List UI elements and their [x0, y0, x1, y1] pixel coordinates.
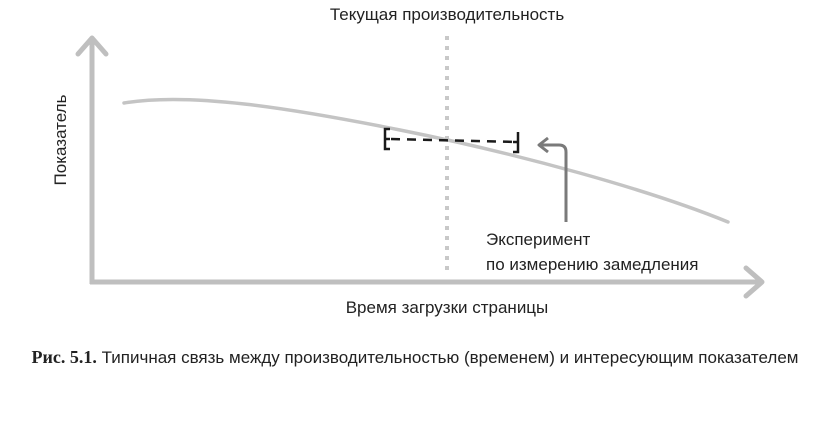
- interval-left-bracket: [383, 127, 390, 151]
- figure-caption: Рис. 5.1. Типичная связь между производи…: [20, 345, 810, 370]
- current-performance-label: Текущая производительность: [330, 5, 565, 24]
- interval-right-bracket: [513, 132, 520, 154]
- caption-number: Рис. 5.1.: [31, 347, 97, 367]
- experiment-label-line1: Эксперимент: [486, 230, 590, 249]
- y-axis-label: Показатель: [51, 94, 70, 185]
- y-axis: [75, 35, 109, 284]
- x-axis-label: Время загрузки страницы: [346, 298, 549, 317]
- slowdown-interval: [383, 127, 520, 154]
- x-axis: [90, 265, 765, 299]
- caption-text: Типичная связь между производительностью…: [101, 348, 799, 367]
- metric-curve: [122, 97, 730, 224]
- pointer-arrow: [537, 136, 568, 222]
- experiment-label-line2: по измерению замедления: [486, 255, 698, 274]
